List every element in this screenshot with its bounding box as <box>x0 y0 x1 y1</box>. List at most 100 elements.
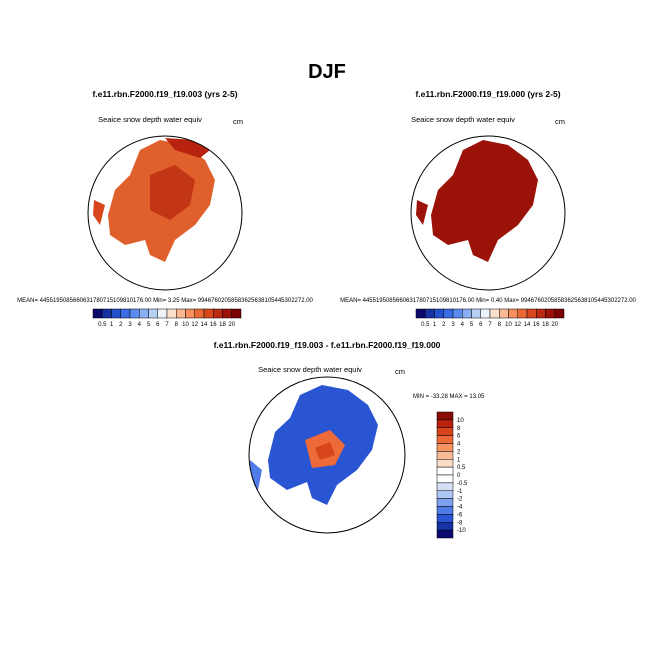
colorbar-label: -6 <box>457 512 463 518</box>
figure-title: DJF <box>308 61 346 83</box>
color-box <box>436 514 454 523</box>
colorbar-label: 1 <box>110 322 114 328</box>
colorbar-label: -10 <box>457 528 466 534</box>
colorbar-label: 1 <box>433 322 437 328</box>
color-box <box>425 308 435 319</box>
color-box <box>436 482 454 491</box>
color-box <box>499 308 509 319</box>
colorbar-label: 4 <box>138 322 142 328</box>
colorbar-label: 3 <box>451 322 455 328</box>
colorbar-label: 2 <box>442 322 446 328</box>
panel-title: f.e11.rbn.F2000.f19_f19.003 - f.e11.rbn.… <box>214 340 441 350</box>
color-box <box>436 419 454 428</box>
color-box <box>526 308 537 319</box>
colorbar-label: 1 <box>457 457 461 463</box>
color-box <box>436 451 454 460</box>
colorbar-label: 14 <box>524 322 531 328</box>
color-box <box>157 308 168 319</box>
colorbar-label: 20 <box>551 322 558 328</box>
colorbar-label: -8 <box>457 520 463 526</box>
colorbar-label: 12 <box>191 322 198 328</box>
stats: MIN = -33.28 MAX = 13.05 <box>413 394 485 400</box>
color-box <box>436 529 454 539</box>
color-box <box>436 498 454 507</box>
color-box <box>139 308 149 319</box>
colorbar-label: 6 <box>479 322 483 328</box>
colorbar-label: 2 <box>119 322 123 328</box>
colorbar-label: 4 <box>457 442 461 448</box>
colorbar-label: 10 <box>457 418 464 424</box>
colorbar-label: 0.5 <box>421 322 430 328</box>
colorbar-label: 14 <box>201 322 208 328</box>
colorbar-label: 10 <box>182 322 189 328</box>
panel-title: f.e11.rbn.F2000.f19_f19.003 (yrs 2-5) <box>92 89 237 99</box>
colorbar-label: 0 <box>457 473 461 479</box>
colorbar-label: -4 <box>457 505 463 511</box>
colorbar-label: 18 <box>219 322 226 328</box>
colorbar-label: 6 <box>457 434 461 440</box>
colorbar-label: -2 <box>457 497 463 503</box>
color-box <box>517 308 528 319</box>
colorbar-label: 18 <box>542 322 549 328</box>
color-box <box>148 308 158 319</box>
colorbar: 10 8 6 42 1 0.5 0 -0.5 -1 -2 -4-6 -8 -10 <box>436 411 468 539</box>
variable: Seaice snow depth water equiv <box>258 365 362 374</box>
color-box <box>436 466 454 476</box>
color-box <box>111 308 121 319</box>
color-box <box>176 308 186 319</box>
colorbar-label: -0.5 <box>457 481 468 487</box>
color-box <box>129 308 140 319</box>
colorbar-label: 5 <box>470 322 474 328</box>
colorbar: 0.5 1 2 3 4 5 6 7 8 10 12 14 16 18 20 <box>92 308 242 328</box>
color-box <box>231 308 242 319</box>
color-box <box>222 308 232 319</box>
color-box <box>166 308 177 319</box>
color-box <box>436 522 454 531</box>
panel-title: f.e11.rbn.F2000.f19_f19.000 (yrs 2-5) <box>415 89 560 99</box>
colorbar-label: 8 <box>498 322 502 328</box>
color-box <box>436 459 454 468</box>
map-border <box>410 135 566 291</box>
color-box <box>194 308 205 319</box>
units: cm <box>555 117 565 126</box>
stats: MEAN= 4455195085660631780715109810176.00… <box>340 298 636 304</box>
color-box <box>120 308 131 319</box>
color-box <box>102 308 112 319</box>
colorbar-label: -1 <box>457 489 463 495</box>
color-box <box>436 490 454 499</box>
color-box <box>462 308 472 319</box>
color-box <box>554 308 565 319</box>
colorbar-label: 0.5 <box>98 322 107 328</box>
colorbar-label: 8 <box>457 426 461 432</box>
colorbar-label: 5 <box>147 322 151 328</box>
color-box <box>536 308 546 319</box>
stats: MEAN= 4455195085660631780715109810176.00… <box>17 298 313 304</box>
color-box <box>480 308 491 319</box>
color-box <box>213 308 223 319</box>
units: cm <box>233 117 243 126</box>
color-box <box>508 308 518 319</box>
color-box <box>471 308 481 319</box>
map-border <box>248 376 406 534</box>
color-box <box>436 427 454 436</box>
colorbar-label: 4 <box>461 322 465 328</box>
variable: Seaice snow depth water equiv <box>98 115 202 124</box>
color-box <box>436 474 454 484</box>
color-box <box>452 308 463 319</box>
colorbar-label: 2 <box>457 449 461 455</box>
colorbar: 0.5 1 2 3 4 5 6 7 8 10 12 14 16 18 20 <box>415 308 565 328</box>
colorbar-label: 16 <box>210 322 217 328</box>
colorbar-label: 10 <box>505 322 512 328</box>
variable: Seaice snow depth water equiv <box>411 115 515 124</box>
colorbar-label: 12 <box>514 322 521 328</box>
map <box>416 140 538 262</box>
color-box <box>92 308 103 319</box>
color-box <box>185 308 195 319</box>
color-box <box>436 506 454 515</box>
colorbar-label: 16 <box>533 322 540 328</box>
colorbar-label: 7 <box>165 322 169 328</box>
color-box <box>436 435 454 444</box>
colorbar-label: 7 <box>488 322 492 328</box>
